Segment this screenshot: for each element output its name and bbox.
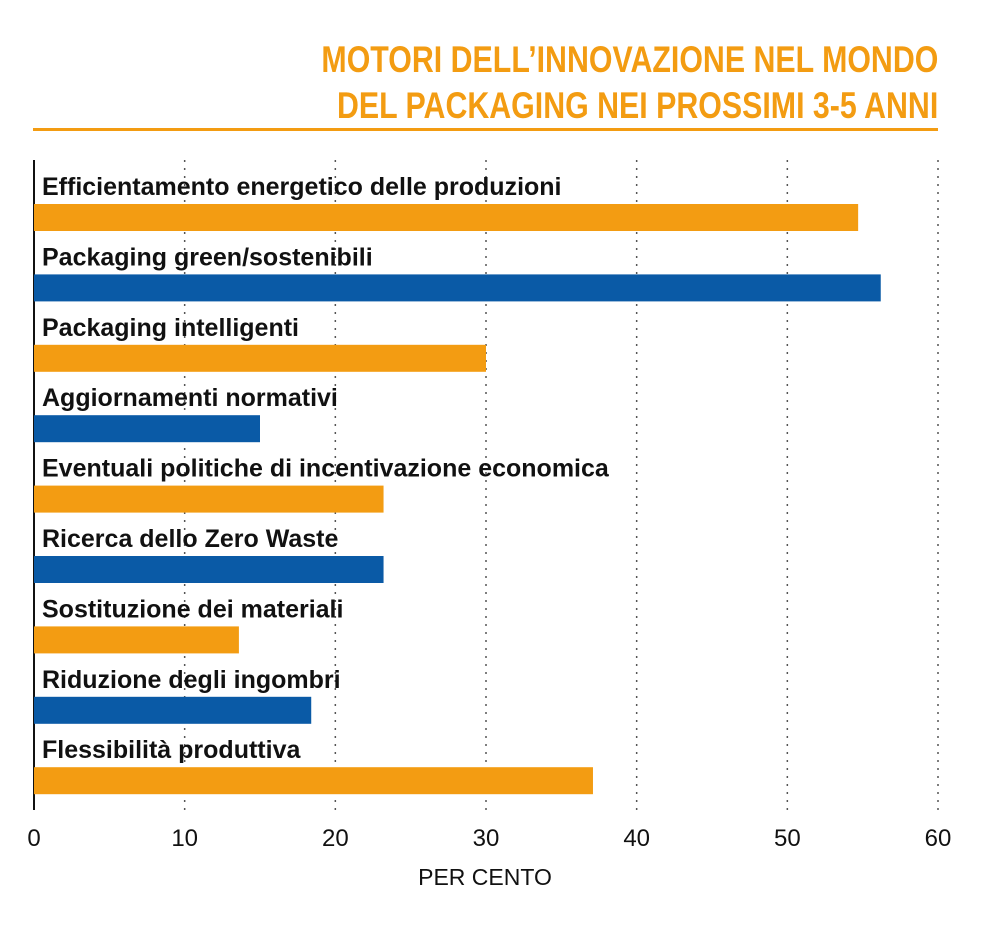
x-tick-label: 10 bbox=[171, 825, 198, 852]
bar bbox=[34, 556, 384, 583]
category-label: Packaging intelligenti bbox=[42, 314, 299, 342]
x-tick-label: 0 bbox=[27, 825, 40, 852]
category-label: Eventuali politiche di incentivazione ec… bbox=[42, 455, 610, 483]
title-underline bbox=[33, 128, 938, 131]
category-label: Ricerca dello Zero Waste bbox=[42, 525, 338, 553]
bar bbox=[34, 485, 384, 513]
bar bbox=[34, 696, 312, 724]
category-label: Flessibilità produttiva bbox=[42, 736, 301, 764]
x-axis-label: PER CENTO bbox=[418, 864, 552, 890]
category-label: Efficientamento energetico delle produzi… bbox=[42, 173, 562, 201]
bar bbox=[34, 274, 881, 302]
category-label: Riduzione degli ingombri bbox=[42, 666, 341, 694]
chart-title-line-2: DEL PACKAGING NEI PROSSIMI 3-5 ANNI bbox=[336, 85, 938, 126]
x-tick-label: 20 bbox=[322, 825, 349, 852]
category-label: Sostituzione dei materiali bbox=[42, 595, 343, 623]
x-tick-label: 60 bbox=[925, 825, 952, 852]
x-tick-label: 30 bbox=[473, 825, 500, 852]
category-label: Packaging green/sostenibili bbox=[42, 243, 373, 271]
bar bbox=[34, 626, 239, 654]
bar bbox=[34, 344, 486, 372]
x-tick-label: 50 bbox=[774, 825, 801, 852]
category-label: Aggiornamenti normativi bbox=[42, 384, 338, 412]
chart-title-line-1: MOTORI DELL’INNOVAZIONE NEL MONDO bbox=[321, 39, 938, 80]
bar bbox=[34, 204, 859, 231]
bar bbox=[34, 415, 260, 443]
x-tick-label: 40 bbox=[623, 825, 650, 852]
bar bbox=[34, 767, 593, 795]
